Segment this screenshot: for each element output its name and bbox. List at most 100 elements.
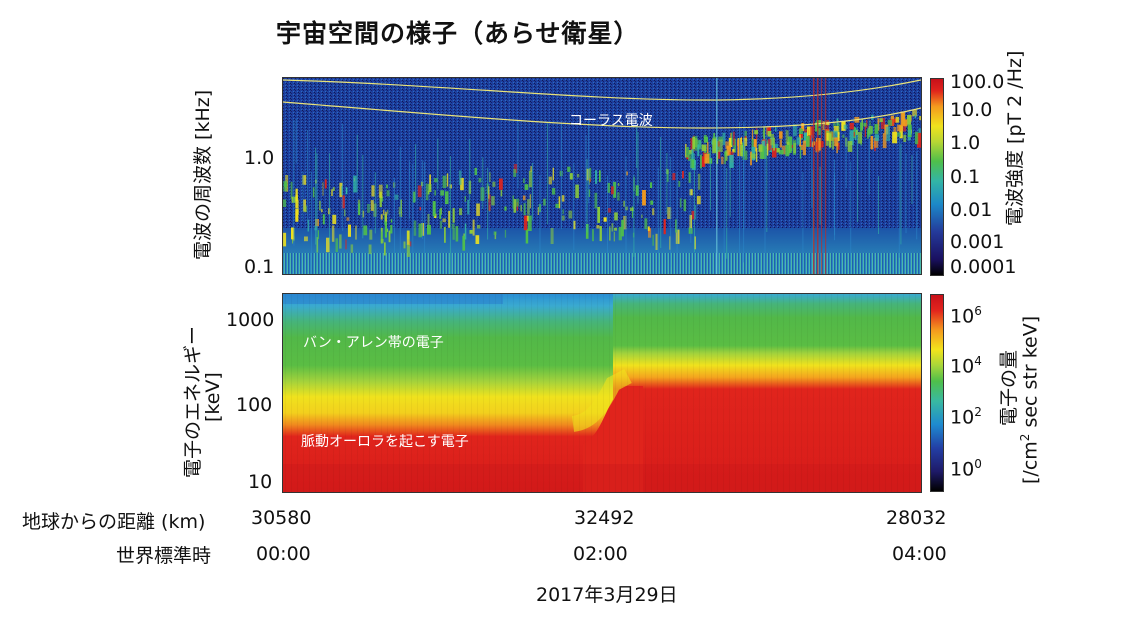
emission-mark [900,111,906,127]
emission-mark [369,229,373,240]
emission-mark [459,208,463,216]
emission-mark [647,226,650,231]
emission-mark [679,198,682,208]
emission-mark [678,181,681,187]
emission-mark [866,120,868,129]
emission-mark [302,175,307,185]
emission-mark [694,160,696,165]
emission-streak [482,157,484,209]
emission-mark [864,124,866,137]
emission-mark [847,141,853,152]
emission-mark [561,195,565,202]
emission-mark [804,132,807,144]
emission-mark [452,208,455,223]
emission-mark [491,196,495,206]
emission-mark [575,184,579,199]
emission-mark [871,126,873,134]
emission-mark [854,127,857,140]
emission-mark [386,190,390,197]
emission-mark [406,244,410,257]
emission-streak [356,134,358,193]
emission-mark [799,134,803,138]
emission-streak [409,161,411,219]
emission-mark [513,199,517,213]
emission-mark [332,214,337,225]
flux-streaks [283,294,921,492]
emission-mark [475,235,480,244]
emission-mark [897,124,902,132]
emission-mark [613,181,617,198]
emission-mark [451,223,455,229]
emission-mark [833,130,838,140]
emission-mark [607,182,610,193]
emission-mark [476,203,480,216]
electron-flux-panel: バン・アレン帯の電子 脈動オーロラを起こす電子 [282,293,922,493]
emission-mark [446,173,449,187]
emission-mark [295,188,298,202]
emission-mark [760,150,763,159]
emission-streak [637,131,639,204]
emission-mark [754,130,759,135]
emission-mark [370,200,374,211]
emission-mark [815,122,819,132]
emission-mark [307,219,310,232]
emission-mark [304,236,308,242]
emission-mark [394,194,399,200]
emission-streak [585,135,587,223]
spectrogram-colorbar-label: 電波強度 [pT 2 /Hz] [1004,50,1026,226]
emission-streak [424,162,426,274]
emission-mark [492,181,496,187]
emission-mark [826,120,829,131]
emission-mark [588,179,590,185]
spectrogram-plot [283,78,921,274]
emission-mark [367,204,370,213]
emission-mark [691,210,695,220]
electron-flux-plot [283,294,921,492]
emission-mark [683,199,687,212]
emission-mark [867,128,872,136]
emission-mark [690,158,695,169]
elec-cbar-tick-6: 106 [950,304,982,328]
emission-mark [772,148,777,158]
emission-mark [744,130,747,141]
spec-cbar-tick-6: 0.0001 [950,256,1017,278]
emission-mark [304,205,308,213]
emission-mark [669,236,671,250]
emission-mark [324,179,327,189]
emission-mark [837,132,840,142]
emission-mark [781,145,786,155]
emission-mark [515,198,520,207]
emission-streak [845,138,847,189]
emission-mark [766,126,771,135]
emission-mark [383,209,385,216]
emission-streak [636,126,638,168]
emission-mark [712,138,717,154]
emission-streak [588,118,590,204]
emission-mark [672,173,676,181]
emission-mark [733,131,735,146]
emission-streak [295,118,297,164]
emission-mark [312,187,315,198]
emission-mark [704,153,710,164]
emission-mark [791,144,793,148]
emission-mark [384,221,387,238]
emission-mark [870,136,874,150]
emission-streak [531,163,533,221]
emission-mark [419,207,421,211]
emission-mark [701,156,706,167]
chorus-wave-label: コーラス電波 [569,113,653,129]
emission-mark [789,144,792,154]
emission-mark [774,126,777,132]
emission-mark [558,196,561,209]
emission-mark [618,226,622,241]
emission-mark [458,170,462,185]
emission-mark [332,187,335,191]
emission-mark [339,182,343,198]
emission-mark [631,206,633,218]
emission-mark [737,143,741,157]
emission-mark [630,207,634,211]
emission-mark [512,195,514,209]
emission-streak [586,158,588,233]
emission-streak [878,176,879,234]
emission-mark [751,129,754,140]
